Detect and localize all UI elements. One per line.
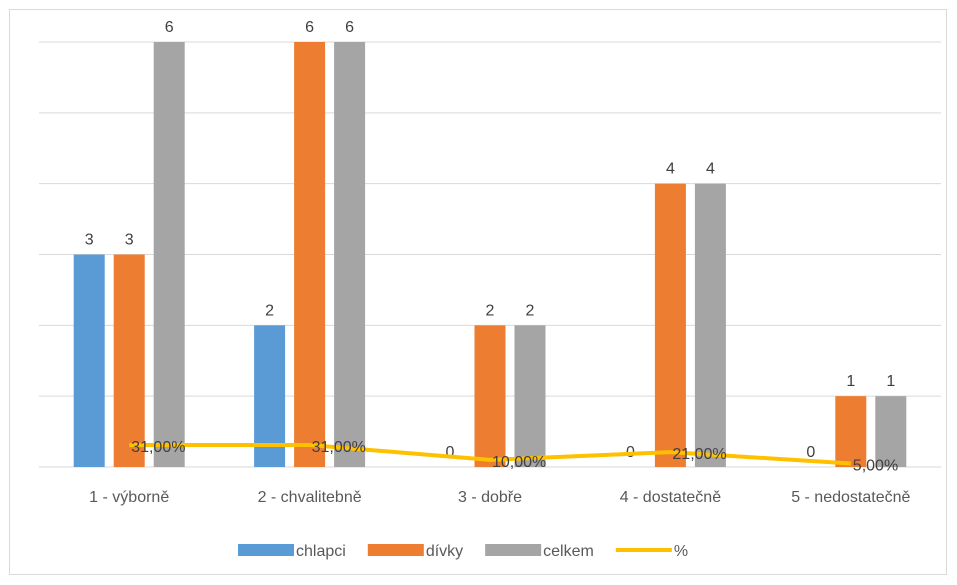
bar-dívky: [294, 42, 326, 467]
x-tick-label: 4 - dostatečně: [620, 489, 722, 506]
bar-value-label: 6: [165, 19, 174, 36]
bar-value-label: 1: [886, 373, 895, 390]
bar-value-label: 6: [305, 19, 314, 36]
bar-value-label: 4: [706, 161, 715, 178]
percent-data-label: 5,00%: [853, 457, 898, 474]
bar-value-label: 2: [265, 302, 274, 319]
gridlines: [39, 41, 941, 468]
bar-value-label: 0: [806, 444, 815, 461]
x-tick-label: 5 - nedostatečně: [791, 489, 910, 506]
legend: chlapci dívky celkem%: [238, 543, 688, 560]
legend-swatch-chlapci: [238, 544, 294, 556]
bar-value-label: 2: [526, 302, 535, 319]
legend-label: %: [674, 543, 688, 560]
bar-celkem: [875, 396, 907, 467]
percent-data-label: 10,00%: [492, 454, 546, 471]
bar-celkem: [694, 183, 726, 467]
bars: [73, 42, 907, 467]
x-axis-labels: 1 - výborně 2 - chvalitebně 3 - dobře 4 - d…: [89, 489, 910, 506]
legend-swatch-celkem: [485, 544, 542, 556]
bar-celkem: [334, 42, 366, 467]
bar-value-label: 0: [446, 444, 455, 461]
x-tick-label: 2 - chvalitebně: [258, 489, 362, 506]
bar-value-label: 1: [846, 373, 855, 390]
legend-label: dívky: [426, 543, 463, 560]
bar-celkem: [153, 42, 185, 467]
legend-label: celkem: [543, 543, 594, 560]
bar-celkem: [514, 325, 546, 467]
bar-dívky: [835, 396, 867, 467]
percent-line: 31,00% 31,00% 10,00% 21,00% 5,00%: [129, 439, 898, 474]
bar-value-label: 3: [125, 232, 134, 249]
percent-data-label: 21,00%: [672, 446, 726, 463]
bar-value-label: 6: [345, 19, 354, 36]
bar-dívky: [474, 325, 506, 467]
x-tick-label: 3 - dobře: [458, 489, 522, 506]
bar-value-label: 4: [666, 161, 675, 178]
legend-swatch-dívky: [367, 544, 424, 556]
percent-data-label: 31,00%: [131, 439, 185, 456]
legend-label: chlapci: [296, 543, 346, 560]
bar-value-label: 2: [486, 302, 495, 319]
bar-chlapci: [73, 254, 105, 467]
percent-data-label: 31,00%: [312, 439, 366, 456]
bar-value-label: 3: [85, 232, 94, 249]
x-tick-label: 1 - výborně: [89, 489, 169, 506]
bar-dívky: [113, 254, 145, 467]
percent-series-line: [129, 443, 851, 466]
bar-dívky: [654, 183, 686, 467]
